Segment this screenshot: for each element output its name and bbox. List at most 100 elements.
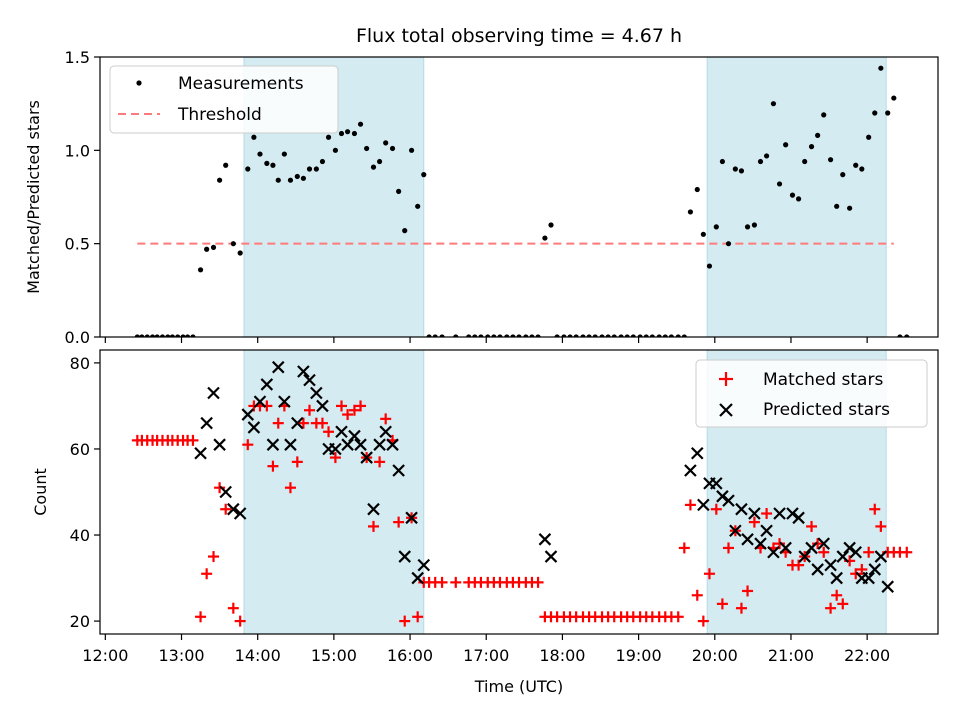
measurement-point	[599, 334, 605, 337]
measurement-point	[757, 158, 764, 165]
legend-measurements-marker	[136, 80, 142, 86]
measurement-point	[165, 334, 171, 337]
matched-star-point	[195, 611, 207, 623]
measurement-point	[275, 177, 281, 183]
matched-star-point	[291, 456, 303, 468]
measurement-point	[675, 334, 681, 337]
predicted-star-point	[544, 550, 558, 563]
measurement-point	[630, 334, 636, 337]
matched-star-point	[267, 460, 279, 472]
matched-star-point	[748, 516, 760, 528]
measurement-point	[866, 134, 872, 140]
measurement-point	[257, 151, 263, 157]
measurement-point	[210, 244, 217, 250]
measurement-point	[815, 132, 821, 138]
matched-star-point	[869, 503, 881, 515]
matched-star-point	[697, 615, 709, 627]
measurement-point	[681, 334, 687, 337]
matched-star-point	[272, 417, 284, 429]
measurement-point	[885, 110, 891, 116]
measurement-point	[700, 231, 706, 237]
matched-star-point	[329, 452, 341, 464]
matched-star-point	[380, 413, 392, 425]
measurement-point	[859, 166, 865, 172]
measurement-point	[149, 334, 156, 337]
legend-measurements-label: Measurements	[178, 74, 304, 94]
predicted-star-point	[868, 563, 882, 576]
matched-star-point	[812, 538, 824, 550]
top-x-ticks	[104, 337, 868, 343]
measurement-point	[802, 158, 808, 165]
measurement-point	[319, 158, 326, 165]
predicted-star-point	[748, 507, 761, 520]
measurement-point	[904, 334, 910, 337]
top-y-ticks: 0.0 0.5 1.0 1.5	[65, 48, 100, 347]
predicted-star-point	[830, 571, 843, 585]
matched-star-point	[901, 546, 913, 558]
measurement-point	[408, 147, 415, 153]
predicted-star-point	[741, 533, 754, 546]
measurement-point	[637, 334, 643, 337]
predicted-star-point	[207, 386, 220, 400]
measurement-point	[872, 110, 878, 116]
matched-star-point	[863, 546, 875, 558]
predicted-star-point	[538, 533, 552, 546]
predicted-star-point	[779, 541, 792, 555]
y-tick-label: 0.5	[65, 235, 90, 254]
measurement-point	[878, 65, 884, 71]
predicted-star-point	[411, 571, 424, 585]
measurement-point	[190, 334, 196, 337]
matched-star-point	[723, 542, 734, 554]
predicted-star-point	[386, 438, 399, 451]
predicted-star-point	[811, 563, 824, 576]
predicted-star-point	[310, 386, 323, 400]
measurement-point	[485, 334, 491, 337]
measurement-point	[516, 334, 522, 337]
predicted-star-point	[284, 438, 297, 451]
predicted-star-point	[278, 395, 291, 408]
measurement-point	[834, 203, 840, 209]
measurement-point	[439, 334, 445, 337]
measurement-point	[611, 334, 617, 337]
shaded-interval	[706, 57, 887, 337]
matched-star-point	[412, 611, 424, 623]
predicted-star-point	[843, 541, 856, 555]
measurement-point	[808, 144, 815, 150]
measurement-point	[281, 151, 287, 157]
measurement-point	[466, 334, 472, 337]
predicted-stars-points	[194, 360, 894, 593]
predicted-star-point	[260, 378, 274, 391]
measurement-point	[432, 334, 438, 337]
measurement-point	[313, 166, 319, 172]
measurement-point	[300, 175, 307, 181]
matched-star-point	[532, 576, 544, 588]
measurement-point	[592, 334, 598, 337]
measurement-point	[795, 196, 802, 202]
top-legend: Measurements Threshold	[109, 65, 339, 134]
measurement-point	[287, 177, 294, 183]
measurement-point	[605, 334, 611, 337]
measurement-point	[139, 334, 145, 337]
matched-star-point	[335, 400, 347, 412]
predicted-star-point	[367, 502, 380, 516]
predicted-star-point	[760, 524, 773, 538]
measurement-point	[169, 334, 175, 337]
measurement-point	[472, 334, 478, 337]
measurement-point	[504, 334, 510, 337]
matched-star-point	[316, 417, 328, 429]
measurement-point	[751, 222, 758, 228]
predicted-star-point	[697, 498, 710, 512]
x-tick-label: 19:00	[616, 646, 662, 665]
bottom-y-ticks: 20 40 60 80	[70, 354, 100, 631]
y-tick-label: 1.5	[65, 48, 90, 67]
predicted-star-point	[849, 545, 863, 559]
predicted-star-point	[219, 485, 232, 499]
predicted-star-point	[722, 494, 735, 507]
matched-star-point	[806, 520, 818, 532]
measurement-point	[237, 250, 243, 256]
measurement-point	[491, 334, 497, 337]
predicted-star-point	[690, 446, 704, 460]
predicted-star-point	[316, 399, 329, 413]
